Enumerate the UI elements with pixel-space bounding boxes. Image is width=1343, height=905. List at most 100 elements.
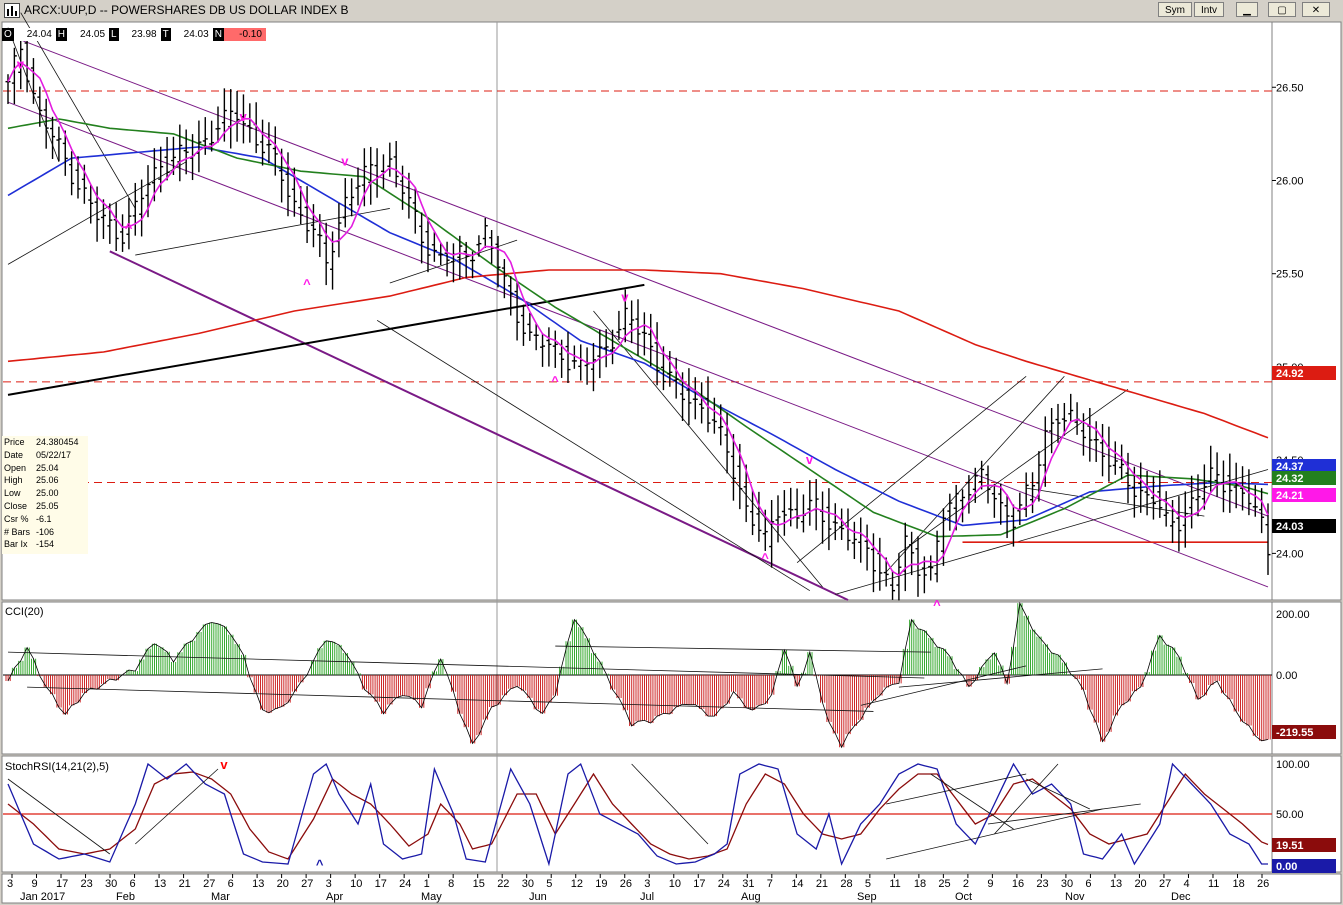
month-label: Mar xyxy=(211,891,230,903)
chart-app-icon xyxy=(4,3,20,18)
last-label: T xyxy=(160,28,171,41)
net-label: N xyxy=(212,28,224,41)
turn-marker: ^ xyxy=(933,597,941,612)
info-value: 25.06 xyxy=(36,475,59,486)
date-tick-label: 13 xyxy=(252,878,264,890)
stoch-value-tag xyxy=(1272,838,1336,852)
restore-button[interactable]: ▢ xyxy=(1268,2,1296,17)
stoch-trendline xyxy=(930,773,1014,830)
cci-trendline xyxy=(860,665,1027,706)
date-tick-label: 13 xyxy=(1110,878,1122,890)
stoch-trendline xyxy=(631,763,709,845)
value-tag-label: 24.37 xyxy=(1276,461,1304,473)
price-tick-label: 24.00 xyxy=(1276,548,1304,560)
ma-fast-line xyxy=(7,61,1269,577)
date-tick-label: 15 xyxy=(473,878,485,890)
info-value: -6.1 xyxy=(36,513,52,524)
month-label: Nov xyxy=(1065,891,1085,903)
info-value: 25.04 xyxy=(36,462,59,473)
stoch-trendline xyxy=(994,763,1059,835)
turn-marker: ^ xyxy=(125,221,133,236)
high-label: H xyxy=(55,28,68,41)
cci-tick-label: 0.00 xyxy=(1276,670,1297,682)
info-label: Low xyxy=(4,488,21,499)
stoch-tick-label: 50.00 xyxy=(1276,809,1304,821)
date-tick-label: 27 xyxy=(1159,878,1171,890)
date-tick-label: 11 xyxy=(889,878,900,890)
intv-button[interactable]: Intv xyxy=(1194,2,1224,17)
info-label: Open xyxy=(4,462,27,473)
date-tick-label: 17 xyxy=(693,878,705,890)
date-tick-label: 17 xyxy=(375,878,387,890)
info-label: # Bars xyxy=(4,526,31,537)
info-row: # Bars -106 xyxy=(2,526,88,539)
info-row: Date 05/22/17 xyxy=(2,449,88,462)
date-tick-label: 21 xyxy=(816,878,828,890)
net-value: -0.10 xyxy=(223,28,266,41)
value-tag-label: 24.92 xyxy=(1276,368,1304,380)
high-value: 24.05 xyxy=(67,28,110,41)
title-bar: ARCX:UUP,D -- POWERSHARES DB US DOLLAR I… xyxy=(0,0,1343,21)
open-label: O xyxy=(2,28,14,41)
trendline xyxy=(593,310,823,588)
info-label: Close xyxy=(4,500,28,511)
date-tick-label: 6 xyxy=(228,878,234,890)
date-tick-label: 11 xyxy=(1208,878,1219,890)
price-tick-label: 26.50 xyxy=(1276,82,1304,94)
info-label: High xyxy=(4,475,23,486)
minimize-button[interactable]: ▁ xyxy=(1236,2,1258,17)
date-tick-label: 25 xyxy=(938,878,950,890)
month-label: Apr xyxy=(326,891,343,903)
price-tick-label: 25.50 xyxy=(1276,269,1304,281)
price-pane xyxy=(1,21,1273,601)
stoch-value-label: 0.00 xyxy=(1276,861,1297,873)
info-label: Bar Ix xyxy=(4,539,28,550)
turn-marker: v xyxy=(621,290,629,305)
open-value: 24.04 xyxy=(13,28,56,41)
turn-marker: v xyxy=(17,57,25,72)
date-tick-label: 22 xyxy=(497,878,509,890)
stochrsi-pane-scale xyxy=(1271,755,1342,873)
black-trend-line xyxy=(7,283,645,396)
lower-channel-line xyxy=(109,250,849,601)
info-value: 24.380454 xyxy=(36,437,79,447)
cursor-info-box: Price 24.380454 Date 05/22/17 Open 25.04 Hi… xyxy=(2,436,88,554)
date-tick-label: 30 xyxy=(105,878,117,890)
ma-200-line xyxy=(7,269,1269,439)
turn-marker: ^ xyxy=(303,277,311,292)
date-tick-label: 27 xyxy=(203,878,215,890)
close-button[interactable]: ✕ xyxy=(1302,2,1330,17)
value-tag-label: 24.03 xyxy=(1276,521,1304,533)
date-tick-label: 6 xyxy=(130,878,136,890)
value-tag xyxy=(1272,488,1336,502)
low-label: L xyxy=(109,28,119,41)
date-tick-label: 3 xyxy=(7,878,13,890)
cci-tick-label: 200.00 xyxy=(1276,609,1310,621)
trendline xyxy=(835,469,1269,595)
cci-trendline xyxy=(555,645,931,653)
stoch-trendline xyxy=(1026,778,1090,810)
trendline xyxy=(135,208,390,256)
date-tick-label: 4 xyxy=(1183,878,1189,890)
info-value: -106 xyxy=(36,526,55,537)
value-tag xyxy=(1272,519,1336,533)
info-label: Date xyxy=(4,449,24,460)
date-tick-label: 10 xyxy=(669,878,681,890)
date-tick-label: 18 xyxy=(914,878,926,890)
info-value: 05/22/17 xyxy=(36,449,72,460)
value-tag xyxy=(1272,471,1336,485)
turn-marker: v xyxy=(806,452,814,467)
info-label: Price xyxy=(4,437,25,447)
date-tick-label: 13 xyxy=(154,878,166,890)
stoch-trendline xyxy=(886,773,1027,805)
trendline xyxy=(376,319,811,592)
sym-button[interactable]: Sym xyxy=(1158,2,1192,17)
stoch-k-line xyxy=(7,762,1268,867)
stoch-trendline xyxy=(135,768,219,845)
date-tick-label: 10 xyxy=(350,878,362,890)
info-row: Open 25.04 xyxy=(2,462,88,475)
price-pane-scale xyxy=(1271,21,1342,601)
cci-outline xyxy=(7,601,1269,749)
stoch-value-label: 19.51 xyxy=(1276,840,1304,852)
